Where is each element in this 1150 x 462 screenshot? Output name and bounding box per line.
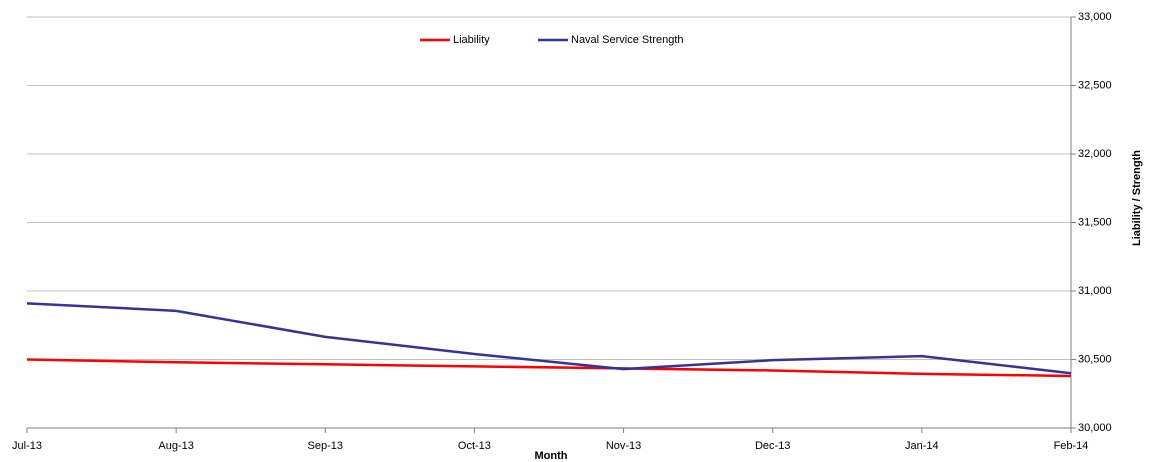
y-axis-label: Liability / Strength — [1131, 150, 1143, 246]
y-tick-label: 30,500 — [1078, 353, 1112, 365]
x-tick-label: Oct-13 — [458, 440, 491, 452]
y-tick-label: 33,000 — [1078, 11, 1112, 23]
x-tick-label: Feb-14 — [1054, 440, 1089, 452]
legend-label: Liability — [453, 34, 490, 46]
x-axis-label: Month — [535, 450, 568, 462]
series-line — [26, 358, 1072, 378]
y-tick-label: 31,500 — [1078, 216, 1112, 228]
x-tick-label: Jul-13 — [12, 440, 42, 452]
y-tick-label: 32,000 — [1078, 148, 1112, 160]
x-tick-label: Jan-14 — [905, 440, 939, 452]
y-tick-label: 30,000 — [1078, 422, 1112, 434]
x-tick-label: Sep-13 — [308, 440, 343, 452]
x-tick-label: Dec-13 — [755, 440, 790, 452]
x-tick-label: Aug-13 — [158, 440, 193, 452]
x-tick-label: Nov-13 — [606, 440, 641, 452]
legend-label: Naval Service Strength — [571, 34, 684, 46]
y-tick-label: 32,500 — [1078, 79, 1112, 91]
series-line — [26, 302, 1072, 375]
y-tick-label: 31,000 — [1078, 285, 1112, 297]
